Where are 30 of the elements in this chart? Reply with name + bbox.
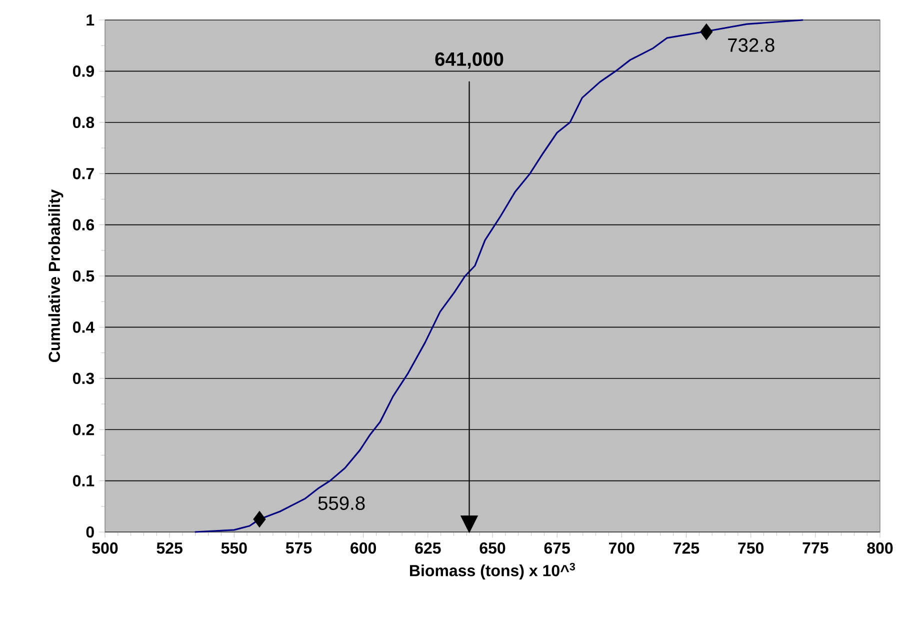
y-tick-label: 0.3 bbox=[72, 372, 94, 384]
y-tick-label: 0.6 bbox=[72, 219, 94, 230]
y-tick-label: 0.8 bbox=[72, 116, 94, 128]
x-tick-label: 500 bbox=[92, 542, 118, 554]
x-tick-label: 800 bbox=[867, 542, 893, 554]
x-tick-label: 575 bbox=[286, 542, 312, 554]
x-tick-label: 675 bbox=[544, 542, 570, 554]
line-series bbox=[194, 19, 804, 533]
x-tick-label: 650 bbox=[480, 542, 506, 554]
x-tick-label: 775 bbox=[802, 542, 828, 554]
ref-line-label: 641,000 bbox=[435, 52, 504, 69]
y-tick-label: 0.1 bbox=[72, 475, 94, 486]
x-tick-label: 600 bbox=[350, 542, 376, 554]
x-tick-label: 700 bbox=[609, 542, 634, 554]
x-tick-label: 750 bbox=[738, 542, 764, 554]
annotation: 732.8 bbox=[728, 38, 774, 52]
y-tick-label: 0.9 bbox=[72, 66, 94, 77]
x-axis-title: Biomass (tons) x 10^$^{3}$ bbox=[410, 562, 575, 580]
y-axis-title: Cumulative Probability bbox=[48, 189, 64, 362]
y-tick-label: 0.2 bbox=[72, 424, 94, 436]
x-tick-label: 725 bbox=[674, 542, 700, 554]
y-tick-label: 0.7 bbox=[72, 168, 94, 180]
annotation: 559.8 bbox=[318, 496, 365, 510]
y-tick-label: 0.4 bbox=[72, 322, 95, 333]
x-tick-label: 550 bbox=[221, 542, 247, 554]
x-tick-label: 525 bbox=[156, 542, 182, 554]
x-tick-label: 625 bbox=[415, 542, 441, 554]
y-tick-label: 0.5 bbox=[72, 270, 94, 282]
y-tick-label: 0 bbox=[86, 526, 94, 538]
y-tick-label: 1 bbox=[86, 14, 94, 26]
